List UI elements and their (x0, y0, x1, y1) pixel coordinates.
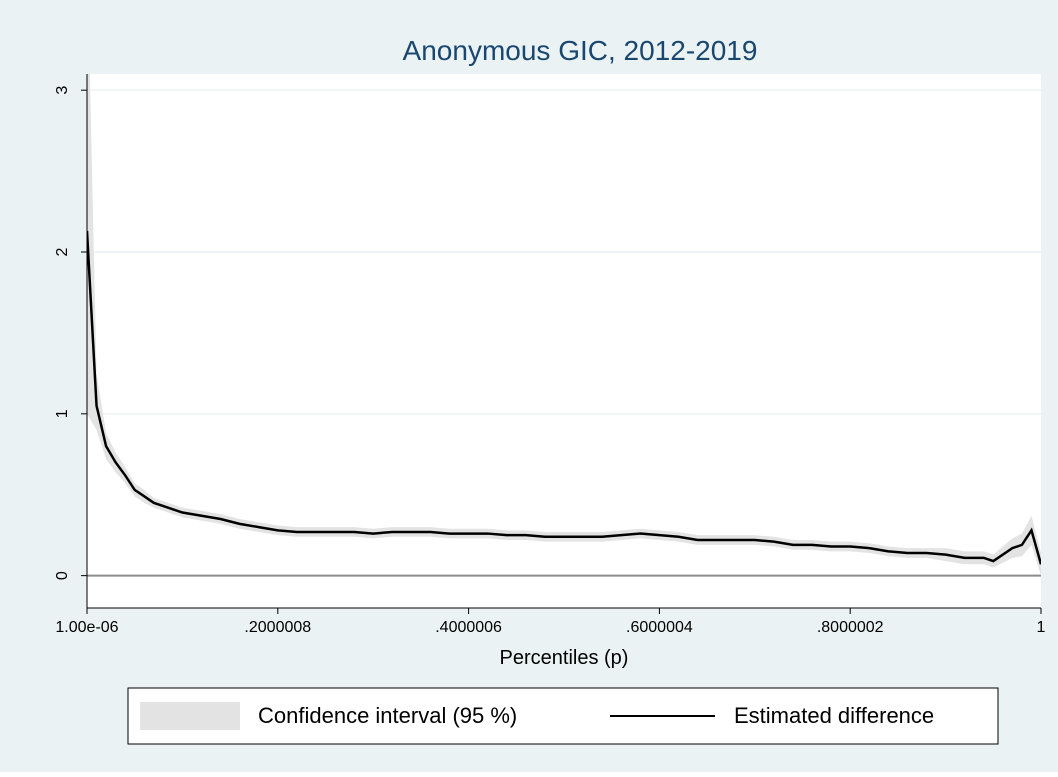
legend-swatch (140, 702, 240, 730)
y-tick-label: 3 (54, 86, 71, 95)
plot-layer (87, 74, 1041, 577)
x-tick-label: 1.00e-06 (55, 619, 118, 636)
y-tick-label: 0 (54, 571, 71, 580)
y-tick-label: 1 (54, 409, 71, 418)
x-tick-label: .4000006 (435, 619, 502, 636)
plot-area (87, 74, 1041, 608)
x-tick-label: .2000008 (244, 619, 311, 636)
axes: 0 1 2 3 1.00e-06 .2000008 .4000006 .6000004 .800… (54, 74, 1046, 636)
x-tick-label: 1 (1037, 619, 1046, 636)
legend-label: Estimated difference (734, 703, 934, 728)
legend: Confidence interval (95 %) Estimated diff… (140, 702, 934, 730)
legend-label: Confidence interval (95 %) (258, 703, 517, 728)
y-tick-label: 2 (54, 247, 71, 256)
chart-title: Anonymous GIC, 2012-2019 (403, 35, 758, 66)
x-axis-label: Percentiles (p) (500, 647, 629, 669)
x-tick-label: .8000002 (817, 619, 884, 636)
line (87, 230, 1041, 565)
x-tick-label: .6000004 (626, 619, 693, 636)
legend-box (127, 687, 999, 745)
